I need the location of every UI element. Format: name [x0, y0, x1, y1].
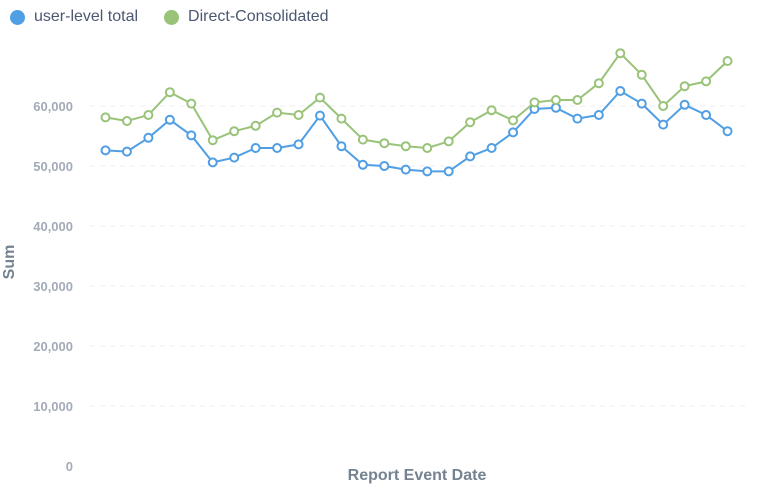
- series-line-direct-consolidated: [105, 51, 729, 150]
- legend-label-user-level-total: user-level total: [34, 8, 139, 25]
- data-point-user-level-total[interactable]: [293, 139, 304, 150]
- y-tick-label: 30,000: [33, 279, 73, 294]
- legend-dot-user-level-total: [10, 9, 25, 25]
- data-point-user-level-total[interactable]: [508, 127, 519, 138]
- legend: user-level total Direct-Consolidated: [10, 8, 329, 26]
- data-point-user-level-total[interactable]: [186, 130, 197, 141]
- data-point-direct-consolidated[interactable]: [379, 138, 390, 149]
- data-point-user-level-total[interactable]: [722, 126, 733, 137]
- data-point-direct-consolidated[interactable]: [250, 120, 261, 131]
- data-point-user-level-total[interactable]: [315, 110, 325, 121]
- data-point-user-level-total[interactable]: [100, 145, 111, 156]
- data-point-user-level-total[interactable]: [272, 143, 283, 153]
- data-point-direct-consolidated[interactable]: [701, 76, 712, 87]
- data-point-direct-consolidated[interactable]: [679, 81, 690, 92]
- y-axis-ticks: 0 10,000 20,000 30,000 40,000 50,000 60,000: [33, 99, 73, 474]
- data-point-direct-consolidated[interactable]: [400, 141, 411, 152]
- data-point-user-level-total[interactable]: [636, 98, 647, 109]
- y-axis-title: Sum: [1, 245, 18, 280]
- data-point-direct-consolidated[interactable]: [143, 110, 154, 120]
- data-point-direct-consolidated[interactable]: [465, 117, 476, 128]
- data-point-direct-consolidated[interactable]: [422, 143, 433, 153]
- data-point-direct-consolidated[interactable]: [508, 115, 519, 126]
- data-point-direct-consolidated[interactable]: [229, 126, 240, 137]
- data-point-direct-consolidated[interactable]: [357, 134, 368, 145]
- data-point-user-level-total[interactable]: [593, 110, 604, 120]
- data-point-user-level-total[interactable]: [357, 159, 368, 170]
- data-point-user-level-total[interactable]: [121, 146, 132, 157]
- data-point-direct-consolidated[interactable]: [293, 110, 304, 120]
- data-point-user-level-total[interactable]: [443, 166, 454, 177]
- data-point-user-level-total[interactable]: [422, 166, 433, 177]
- legend-item-direct-consolidated[interactable]: Direct-Consolidated: [164, 8, 329, 26]
- series-layer: [100, 48, 733, 177]
- data-point-direct-consolidated[interactable]: [593, 78, 604, 89]
- x-axis-title: Report Event Date: [348, 467, 487, 484]
- data-point-direct-consolidated[interactable]: [529, 97, 540, 108]
- data-point-direct-consolidated[interactable]: [186, 98, 197, 109]
- data-point-user-level-total[interactable]: [572, 113, 583, 124]
- grid-lines: [90, 105, 745, 407]
- data-point-user-level-total[interactable]: [379, 161, 390, 171]
- data-point-user-level-total[interactable]: [336, 141, 347, 152]
- data-point-user-level-total[interactable]: [701, 110, 712, 120]
- data-point-direct-consolidated[interactable]: [164, 87, 175, 98]
- legend-item-user-level-total[interactable]: user-level total: [10, 8, 138, 26]
- data-point-user-level-total[interactable]: [615, 86, 626, 96]
- data-point-direct-consolidated[interactable]: [486, 105, 497, 116]
- data-point-direct-consolidated[interactable]: [336, 113, 347, 124]
- data-point-user-level-total[interactable]: [400, 164, 411, 175]
- y-tick-label: 40,000: [33, 219, 73, 234]
- data-point-user-level-total[interactable]: [486, 143, 497, 153]
- data-point-user-level-total[interactable]: [207, 157, 218, 168]
- data-point-direct-consolidated[interactable]: [658, 101, 669, 111]
- legend-dot-direct-consolidated: [164, 9, 180, 25]
- data-point-user-level-total[interactable]: [250, 143, 261, 153]
- series-direct-consolidated: [100, 48, 733, 153]
- data-point-direct-consolidated[interactable]: [550, 95, 561, 105]
- data-point-direct-consolidated[interactable]: [615, 48, 626, 59]
- series-line-user-level-total: [105, 89, 729, 173]
- data-point-user-level-total[interactable]: [143, 132, 154, 143]
- data-point-user-level-total[interactable]: [229, 152, 240, 163]
- y-tick-label: 20,000: [33, 339, 73, 354]
- y-tick-label: 0: [66, 459, 73, 474]
- data-point-direct-consolidated[interactable]: [315, 92, 325, 103]
- data-point-user-level-total[interactable]: [658, 119, 669, 130]
- data-point-direct-consolidated[interactable]: [443, 136, 454, 147]
- data-point-direct-consolidated[interactable]: [722, 56, 733, 66]
- y-tick-label: 50,000: [33, 159, 73, 174]
- y-tick-label: 10,000: [33, 399, 73, 414]
- data-point-user-level-total[interactable]: [164, 114, 175, 125]
- data-point-user-level-total[interactable]: [465, 151, 476, 162]
- data-point-direct-consolidated[interactable]: [207, 135, 218, 146]
- data-point-direct-consolidated[interactable]: [100, 112, 111, 123]
- y-tick-label: 60,000: [33, 99, 73, 114]
- data-point-direct-consolidated[interactable]: [636, 69, 647, 80]
- data-point-user-level-total[interactable]: [679, 99, 690, 110]
- data-point-direct-consolidated[interactable]: [121, 116, 132, 126]
- series-user-level-total: [100, 86, 733, 177]
- legend-label-direct-consolidated: Direct-Consolidated: [188, 8, 329, 25]
- data-point-direct-consolidated[interactable]: [572, 95, 583, 105]
- data-point-direct-consolidated[interactable]: [272, 107, 283, 118]
